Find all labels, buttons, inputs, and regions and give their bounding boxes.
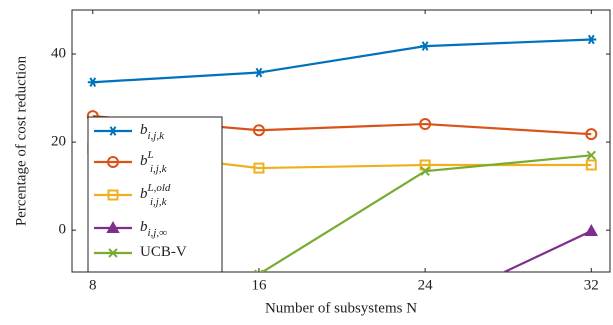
marker [585, 159, 597, 171]
marker [107, 156, 119, 168]
legend-name: b [140, 122, 148, 138]
legend-sup: L [147, 149, 154, 161]
legend-label: bi,j,∞ [140, 219, 167, 238]
series-line [92, 38, 592, 84]
y-axis-label: Percentage of cost reduction [13, 55, 29, 226]
x-tick-label: 32 [584, 277, 599, 293]
marker [586, 150, 597, 161]
x-axis-label: Number of subsystems N [265, 300, 417, 316]
series-line [260, 154, 592, 272]
y-tick-label: 40 [51, 45, 66, 61]
legend-label: UCB-V [140, 244, 187, 260]
marker [107, 189, 119, 201]
legend: bi,j,kbL i,j,kbL,old i,j,kbi,j,∞UCB-V [87, 116, 223, 273]
y-tick-label: 0 [59, 222, 67, 238]
legend-name: b [140, 153, 148, 169]
legend-label: bL,old i,j,k [140, 182, 171, 208]
legend-sub: i,j,k [148, 130, 166, 142]
legend-sub: i,j,k [150, 196, 168, 208]
marker [419, 159, 431, 171]
marker [252, 124, 265, 137]
x-tick-label: 24 [418, 277, 434, 293]
marker [420, 166, 430, 176]
x-tick-label: 16 [251, 277, 267, 293]
legend-label: bL i,j,k [140, 149, 168, 175]
marker [419, 118, 432, 131]
y-tick-label: 20 [51, 134, 66, 150]
marker [87, 77, 98, 88]
marker [586, 34, 597, 45]
marker [253, 162, 265, 174]
legend-sub: i,j,k [150, 163, 168, 175]
legend-name: UCB-V [140, 244, 187, 260]
legend-sub: i,j,∞ [148, 227, 168, 239]
marker [584, 223, 599, 237]
marker [106, 220, 120, 233]
marker [108, 126, 118, 136]
marker [420, 304, 430, 313]
plot-frame [71, 9, 611, 273]
x-tick-label: 8 [89, 277, 97, 293]
series-line [501, 230, 592, 272]
marker [108, 248, 118, 258]
marker [420, 41, 431, 51]
marker [254, 269, 264, 272]
legend-label: bi,j,k [140, 122, 165, 141]
legend-sup: L,old [147, 182, 171, 194]
legend-name: b [140, 186, 148, 202]
marker [253, 67, 264, 78]
marker [585, 128, 598, 141]
legend-name: b [140, 219, 148, 235]
